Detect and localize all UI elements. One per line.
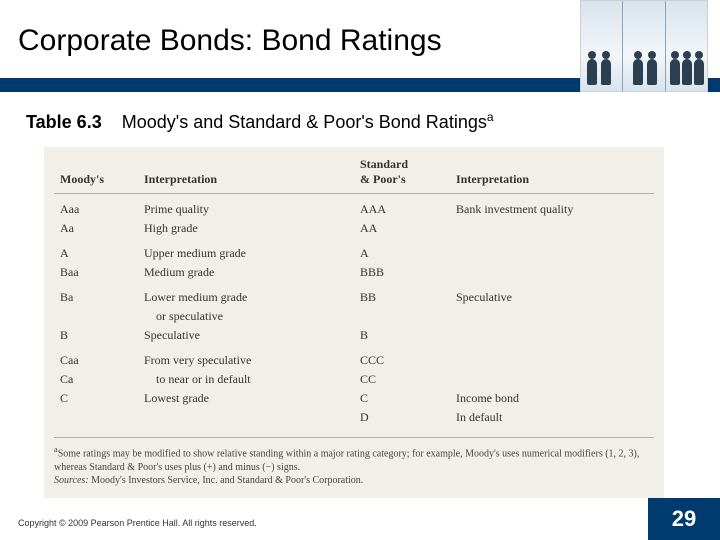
slide-body: Table 6.3 Moody's and Standard & Poor's …: [26, 110, 686, 498]
table-cell: [450, 219, 654, 238]
table-cell: BB: [354, 282, 450, 307]
sp-header-line1: Standard: [360, 157, 408, 171]
table-cell: Prime quality: [138, 194, 354, 220]
table-cell: High grade: [138, 219, 354, 238]
copyright-text: Copyright © 2009 Pearson Prentice Hall. …: [18, 518, 257, 528]
table-cell: CC: [354, 370, 450, 389]
table-cell: Speculative: [138, 326, 354, 345]
table-row: CaaFrom very speculativeCCC: [54, 345, 654, 370]
table-cell: Baa: [54, 263, 138, 282]
page-number: 29: [648, 498, 720, 540]
table-cell: AAA: [354, 194, 450, 220]
table-cell: [450, 263, 654, 282]
table-cell: BBB: [354, 263, 450, 282]
table-cell: A: [54, 238, 138, 263]
table-cell: A: [354, 238, 450, 263]
table-cell: [354, 307, 450, 326]
ratings-table: Moody's Interpretation Standard & Poor's…: [54, 153, 654, 427]
table-header-row: Moody's Interpretation Standard & Poor's…: [54, 153, 654, 194]
table-cell: Speculative: [450, 282, 654, 307]
table-cell: C: [54, 389, 138, 408]
table-cell: C: [354, 389, 450, 408]
table-cell: or speculative: [138, 307, 354, 326]
table-row: AaHigh gradeAA: [54, 219, 654, 238]
table-cell: Aaa: [54, 194, 138, 220]
table-cell: Ba: [54, 282, 138, 307]
table-cell: B: [54, 326, 138, 345]
caption-label: Table 6.3: [26, 112, 102, 132]
ratings-table-container: Moody's Interpretation Standard & Poor's…: [44, 147, 664, 498]
col-header-sp: Standard & Poor's: [354, 153, 450, 194]
table-row: Cato near or in defaultCC: [54, 370, 654, 389]
table-row: CLowest gradeCIncome bond: [54, 389, 654, 408]
table-cell: AA: [354, 219, 450, 238]
sources-label: Sources:: [54, 475, 89, 486]
table-cell: B: [354, 326, 450, 345]
table-cell: [54, 307, 138, 326]
table-cell: [450, 307, 654, 326]
col-header-interp1: Interpretation: [138, 153, 354, 194]
table-cell: [450, 345, 654, 370]
caption-sup: a: [487, 110, 494, 124]
table-row: AaaPrime qualityAAABank investment quali…: [54, 194, 654, 220]
table-cell: Medium grade: [138, 263, 354, 282]
table-cell: D: [354, 408, 450, 427]
table-row: or speculative: [54, 307, 654, 326]
table-footnotes: aSome ratings may be modified to show re…: [54, 437, 654, 488]
table-cell: Income bond: [450, 389, 654, 408]
decorative-header-image: [580, 0, 708, 92]
table-row: BaLower medium gradeBBSpeculative: [54, 282, 654, 307]
footnote-text: Some ratings may be modified to show rel…: [54, 448, 639, 473]
slide-header: Corporate Bonds: Bond Ratings: [0, 0, 720, 92]
table-cell: Bank investment quality: [450, 194, 654, 220]
table-row: AUpper medium gradeA: [54, 238, 654, 263]
table-cell: From very speculative: [138, 345, 354, 370]
table-row: BSpeculativeB: [54, 326, 654, 345]
col-header-moodys: Moody's: [54, 153, 138, 194]
col-header-interp2: Interpretation: [450, 153, 654, 194]
table-cell: Lowest grade: [138, 389, 354, 408]
table-row: BaaMedium gradeBBB: [54, 263, 654, 282]
table-cell: Ca: [54, 370, 138, 389]
footnote-a: aSome ratings may be modified to show re…: [54, 444, 654, 474]
table-cell: [54, 408, 138, 427]
sources-line: Sources: Moody's Investors Service, Inc.…: [54, 474, 654, 488]
caption-text: Moody's and Standard & Poor's Bond Ratin…: [122, 112, 487, 132]
table-row: DIn default: [54, 408, 654, 427]
table-cell: Lower medium grade: [138, 282, 354, 307]
table-cell: [450, 238, 654, 263]
table-cell: Caa: [54, 345, 138, 370]
table-cell: CCC: [354, 345, 450, 370]
table-body: AaaPrime qualityAAABank investment quali…: [54, 194, 654, 428]
table-cell: [138, 408, 354, 427]
slide-title: Corporate Bonds: Bond Ratings: [18, 24, 442, 58]
table-caption: Table 6.3 Moody's and Standard & Poor's …: [26, 110, 686, 133]
table-cell: [450, 326, 654, 345]
table-cell: [450, 370, 654, 389]
sources-text: Moody's Investors Service, Inc. and Stan…: [91, 475, 363, 486]
table-cell: Aa: [54, 219, 138, 238]
sp-header-line2: & Poor's: [360, 172, 406, 186]
table-cell: In default: [450, 408, 654, 427]
table-cell: to near or in default: [138, 370, 354, 389]
table-cell: Upper medium grade: [138, 238, 354, 263]
